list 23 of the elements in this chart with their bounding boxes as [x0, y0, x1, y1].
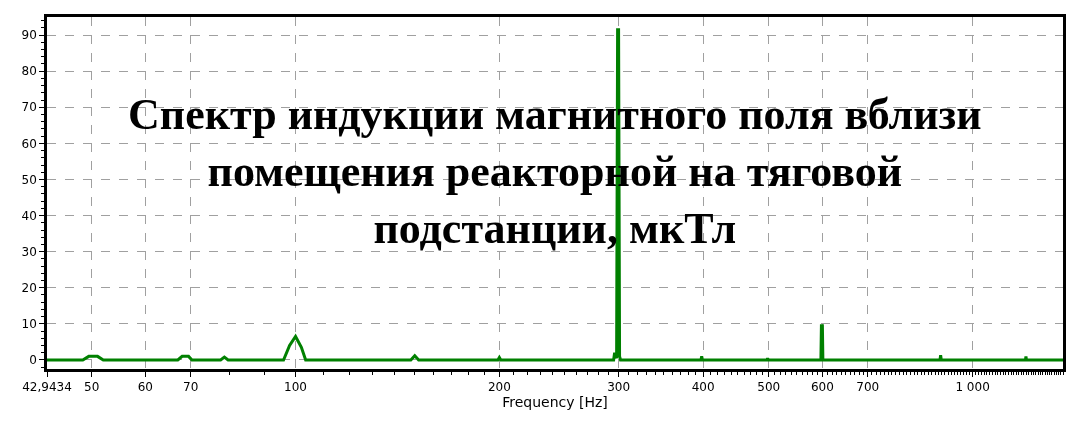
x-tick-label: 42,9434	[22, 380, 72, 395]
x-tick-label: 600	[810, 380, 834, 395]
x-tick-label: 200	[487, 380, 511, 395]
x-tick-label: 500	[757, 380, 781, 395]
y-tick-label: 50	[21, 172, 37, 187]
x-tick-label: 1 000	[955, 380, 990, 395]
x-tick-label: 100	[284, 380, 307, 395]
y-tick-label: 60	[21, 136, 37, 151]
y-tick-label: 40	[21, 208, 37, 223]
y-tick-label: 70	[21, 100, 37, 115]
x-tick-label: 60	[137, 380, 153, 395]
y-tick-label: 10	[21, 317, 37, 332]
x-tick-label: 700	[856, 380, 880, 395]
x-axis-title: Frequency [Hz]	[502, 394, 608, 411]
y-tick-label: 0	[29, 353, 37, 368]
x-tick-label: 50	[84, 380, 100, 395]
y-tick-label: 20	[21, 280, 37, 295]
y-tick-label: 30	[21, 244, 37, 259]
x-tick-label: 70	[183, 380, 199, 395]
x-tick-label: 400	[691, 380, 715, 395]
y-tick-label: 80	[21, 64, 37, 79]
y-tick-label: 90	[21, 28, 37, 43]
x-tick-label: 300	[607, 380, 631, 395]
